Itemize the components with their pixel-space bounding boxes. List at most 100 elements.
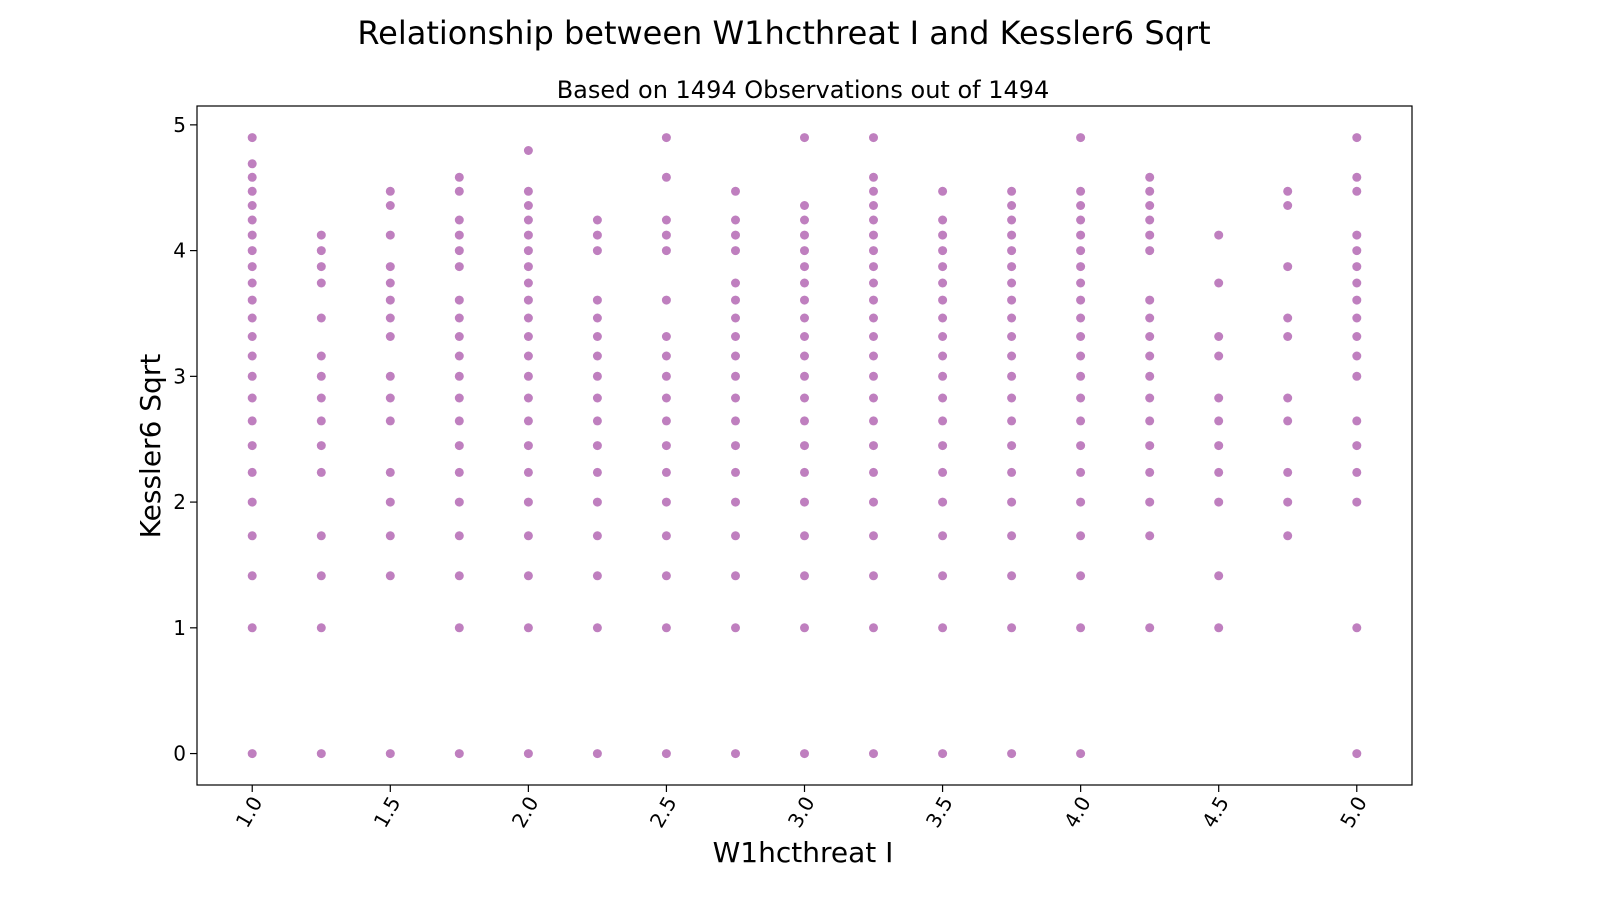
data-point bbox=[938, 393, 948, 403]
data-point bbox=[1076, 351, 1086, 361]
data-point bbox=[800, 531, 809, 541]
data-point bbox=[800, 351, 809, 361]
data-point bbox=[731, 571, 740, 581]
data-point bbox=[731, 623, 740, 633]
data-point bbox=[661, 441, 671, 451]
data-point bbox=[247, 623, 257, 633]
data-point bbox=[316, 262, 326, 272]
data-point bbox=[592, 230, 602, 240]
data-point bbox=[1076, 201, 1086, 210]
data-point bbox=[1076, 246, 1086, 256]
data-point bbox=[869, 246, 878, 256]
data-point bbox=[523, 416, 533, 426]
data-point bbox=[1283, 497, 1293, 507]
data-point bbox=[661, 230, 671, 240]
data-point bbox=[1007, 371, 1017, 381]
data-point bbox=[938, 441, 948, 451]
data-point bbox=[454, 467, 464, 477]
data-point bbox=[661, 531, 671, 541]
data-point bbox=[869, 571, 878, 581]
data-point bbox=[1352, 749, 1362, 759]
data-point bbox=[523, 332, 533, 341]
data-point bbox=[1007, 295, 1017, 305]
data-point bbox=[938, 749, 948, 759]
data-point bbox=[316, 531, 326, 541]
data-point bbox=[247, 497, 257, 507]
data-point bbox=[869, 215, 878, 225]
data-point bbox=[454, 230, 464, 240]
data-point bbox=[1145, 246, 1155, 256]
data-point bbox=[1007, 313, 1017, 323]
data-point bbox=[938, 497, 948, 507]
data-point bbox=[592, 497, 602, 507]
data-point bbox=[523, 571, 533, 581]
data-point bbox=[592, 441, 602, 451]
data-point bbox=[869, 351, 878, 361]
data-point bbox=[1352, 623, 1362, 633]
data-point bbox=[869, 295, 878, 305]
data-point bbox=[247, 295, 257, 305]
data-point bbox=[1283, 416, 1293, 426]
data-point bbox=[316, 623, 326, 633]
data-point bbox=[731, 215, 740, 225]
data-point bbox=[454, 215, 464, 225]
data-point bbox=[1007, 623, 1017, 633]
data-point bbox=[1352, 467, 1362, 477]
data-point bbox=[247, 201, 257, 210]
data-point bbox=[1076, 749, 1086, 759]
data-point bbox=[1076, 133, 1086, 143]
data-point bbox=[1076, 441, 1086, 451]
data-point bbox=[1145, 393, 1155, 403]
data-point bbox=[1076, 230, 1086, 240]
data-point bbox=[869, 262, 878, 272]
x-tick-label: 5.0 bbox=[1335, 792, 1372, 832]
data-point bbox=[454, 295, 464, 305]
data-point bbox=[247, 262, 257, 272]
x-tick-label: 2.0 bbox=[507, 792, 544, 832]
y-axis-label: Kessler6 Sqrt bbox=[134, 354, 167, 539]
data-point bbox=[1076, 262, 1086, 272]
data-point bbox=[1076, 278, 1086, 288]
data-point bbox=[661, 133, 671, 143]
data-point bbox=[1214, 332, 1224, 341]
data-point bbox=[385, 313, 395, 323]
data-point bbox=[523, 623, 533, 633]
data-point bbox=[1007, 351, 1017, 361]
data-point bbox=[316, 246, 326, 256]
data-point bbox=[523, 393, 533, 403]
data-point bbox=[523, 441, 533, 451]
data-point bbox=[1007, 571, 1017, 581]
data-point bbox=[661, 623, 671, 633]
data-point bbox=[316, 351, 326, 361]
data-point bbox=[661, 371, 671, 381]
data-point bbox=[1145, 531, 1155, 541]
data-point bbox=[1214, 416, 1224, 426]
data-point bbox=[385, 571, 395, 581]
data-point bbox=[869, 416, 878, 426]
data-point bbox=[247, 230, 257, 240]
data-point bbox=[1076, 215, 1086, 225]
data-point bbox=[731, 441, 740, 451]
data-point bbox=[247, 332, 257, 341]
data-point bbox=[1352, 371, 1362, 381]
data-point bbox=[1145, 230, 1155, 240]
data-point bbox=[1283, 332, 1293, 341]
data-point bbox=[592, 531, 602, 541]
data-point bbox=[1007, 441, 1017, 451]
data-point bbox=[869, 531, 878, 541]
x-axis-label: W1hcthreat I bbox=[713, 836, 894, 869]
data-point bbox=[523, 186, 533, 196]
data-point bbox=[661, 749, 671, 759]
data-point bbox=[1076, 467, 1086, 477]
data-point bbox=[316, 278, 326, 288]
data-point bbox=[1007, 467, 1017, 477]
data-point bbox=[385, 497, 395, 507]
data-point bbox=[1007, 215, 1017, 225]
data-point bbox=[1352, 133, 1362, 143]
data-point bbox=[731, 246, 740, 256]
data-point bbox=[661, 172, 671, 182]
data-point bbox=[938, 416, 948, 426]
data-point bbox=[523, 230, 533, 240]
data-point bbox=[1214, 393, 1224, 403]
data-point bbox=[869, 278, 878, 288]
